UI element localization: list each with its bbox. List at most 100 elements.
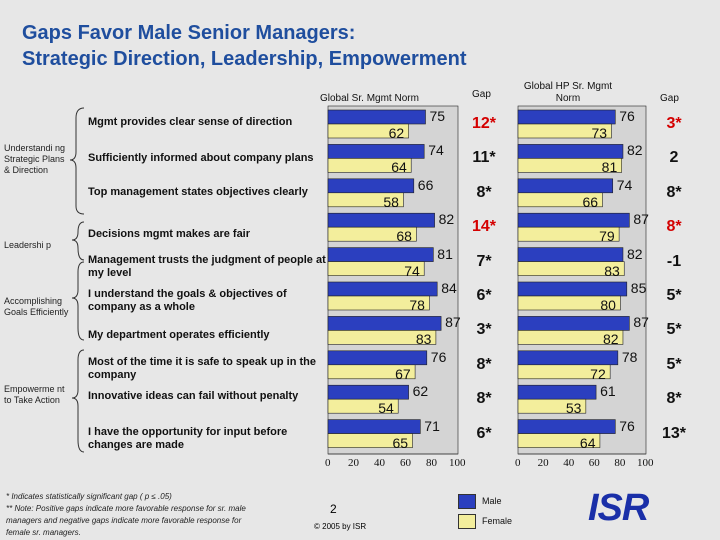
page-number: 2: [330, 502, 337, 516]
hp-bar-female: [517, 364, 611, 380]
hp-gap-value: 2: [669, 149, 679, 167]
header-global-norm: Global Sr. Mgmt Norm: [320, 93, 419, 104]
global-bar-male: [327, 419, 421, 434]
hp-bar-female: [517, 398, 587, 414]
global-value-male: 82: [438, 211, 455, 228]
category-accomplishing-goals: Accomplishing Goals Efficiently: [4, 296, 69, 317]
global-value-female: 58: [383, 193, 399, 210]
title-line-2: Strategic Direction, Leadership, Empower…: [22, 48, 467, 70]
hp-value-male: 76: [619, 108, 635, 124]
global-bar-male: [327, 247, 434, 262]
header-gap-2: Gap: [660, 93, 679, 104]
global-tick-label: 80: [426, 457, 437, 469]
global-bar-female: [327, 123, 409, 139]
hp-bar-male: [517, 144, 624, 159]
global-value-female: 78: [409, 297, 425, 313]
hp-bar-female: [517, 261, 625, 276]
hp-tick-label: 20: [537, 457, 549, 469]
hp-value-female: 53: [565, 400, 582, 417]
hp-bar-male: [517, 316, 630, 331]
global-bar-male: [327, 384, 409, 400]
legend-label-female: Female: [482, 516, 513, 526]
global-bar-male: [327, 281, 438, 297]
global-bar-female: [327, 364, 416, 380]
footnote-note-1: ** Note: Positive gaps indicate more fav…: [6, 504, 246, 513]
global-tick-label: 20: [348, 457, 359, 469]
category-leadership: Leadershi p: [4, 240, 52, 250]
global-bar-female: [327, 261, 425, 276]
global-gap-value: 11*: [472, 149, 496, 167]
global-gap-value: 12*: [471, 115, 497, 132]
footnote-note-3: female sr. managers.: [6, 528, 81, 537]
global-value-female: 65: [392, 434, 409, 451]
global-gap-value: 8*: [476, 355, 492, 373]
question-label: I have the opportunity for input before …: [88, 426, 288, 451]
hp-gap-value: 5*: [666, 287, 682, 304]
global-bar-female: [327, 433, 413, 448]
question-label: My department operates efficiently: [88, 329, 270, 341]
hp-gap-value: 13*: [661, 424, 687, 442]
legend-label-male: Male: [482, 496, 502, 506]
hp-bar-female: [517, 192, 603, 208]
global-bar-male: [327, 212, 435, 228]
global-value-male: 74: [428, 142, 444, 159]
hp-value-male: 87: [633, 211, 649, 228]
legend-swatch-female: [458, 514, 476, 529]
hp-tick-label: 0: [515, 457, 521, 469]
hp-gap-value: 5*: [666, 355, 682, 373]
global-value-female: 64: [391, 159, 407, 176]
copyright: © 2005 by ISR: [314, 522, 367, 531]
hp-bar-female: [517, 123, 612, 139]
isr-logo: ISR: [588, 487, 649, 529]
global-value-female: 54: [378, 400, 394, 417]
global-tick-label: 0: [325, 457, 331, 469]
global-value-male: 84: [441, 280, 457, 296]
header-gap-1: Gap: [472, 89, 491, 100]
global-value-male: 62: [412, 383, 429, 400]
hp-value-male: 87: [633, 314, 649, 331]
global-gap-value: 6*: [476, 424, 492, 442]
legend-swatch-male: [458, 494, 476, 509]
global-tick-label: 40: [374, 457, 385, 469]
global-bar-female: [327, 398, 399, 414]
hp-value-female: 79: [599, 228, 615, 245]
global-value-female: 68: [396, 228, 412, 245]
hp-bar-male: [517, 212, 630, 228]
question-label: Innovative ideas can fail without penalt…: [88, 390, 299, 402]
hp-value-female: 64: [579, 434, 596, 451]
header-hp-norm-line1: Global HP Sr. Mgmt: [523, 81, 613, 92]
hp-value-female: 73: [591, 125, 608, 141]
hp-tick-label: 60: [588, 457, 600, 469]
hp-gap-value: -1: [666, 252, 682, 270]
hp-value-female: 72: [590, 365, 606, 382]
hp-value-male: 78: [621, 348, 638, 365]
question-label: Decisions mgmt makes are fair: [88, 228, 251, 240]
brace-leadership: [71, 221, 85, 261]
brace-strategic-plans: [69, 107, 85, 215]
global-value-male: 71: [424, 417, 440, 434]
title-line-1: Gaps Favor Male Senior Managers:: [22, 22, 356, 44]
global-bar-female: [327, 330, 437, 345]
hp-tick-label: 40: [563, 457, 575, 469]
category-empowerment: Empowerme nt to Take Action: [4, 384, 65, 405]
hp-value-male: 76: [619, 417, 635, 434]
question-label: Mgmt provides clear sense of direction: [88, 116, 293, 128]
global-value-male: 87: [445, 314, 461, 331]
hp-bar-male: [517, 247, 624, 262]
hp-bar-male: [517, 350, 619, 366]
category-strategic-plans: Understandi ng Strategic Plans & Directi…: [4, 143, 66, 175]
hp-bar-female: [517, 295, 621, 311]
global-bar-male: [327, 109, 426, 125]
global-value-female: 74: [404, 262, 420, 279]
hp-gap-value: 3*: [666, 115, 682, 132]
global-value-female: 83: [415, 331, 432, 348]
hp-value-male: 82: [626, 142, 643, 159]
question-label: I understand the goals & objectives of c…: [88, 288, 287, 313]
global-bar-male: [327, 350, 428, 366]
hp-bar-male: [517, 178, 614, 194]
global-bar-female: [327, 295, 430, 311]
global-bar-male: [327, 144, 425, 159]
global-value-male: 75: [429, 108, 446, 124]
